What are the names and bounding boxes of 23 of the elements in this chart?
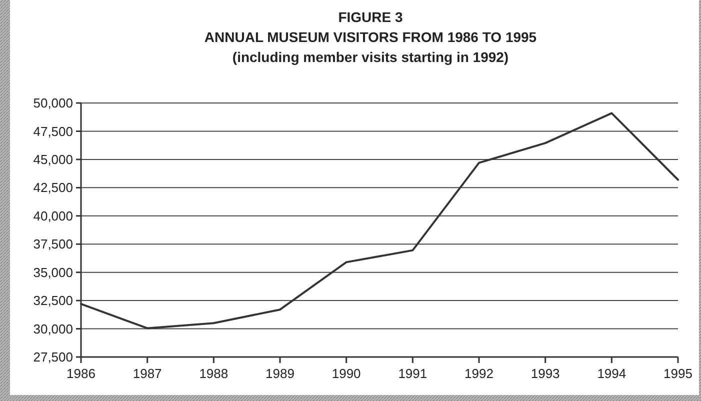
y-tick-label: 40,000 xyxy=(33,208,73,224)
y-tick-label: 35,000 xyxy=(33,264,73,280)
y-tick-label: 32,500 xyxy=(33,293,73,308)
x-tick-label: 1990 xyxy=(332,366,361,381)
x-tick-label: 1992 xyxy=(464,366,494,381)
chart-title: FIGURE 3 xyxy=(338,9,403,25)
y-tick-label: 37,500 xyxy=(33,236,73,252)
y-tick-label: 50,000 xyxy=(33,96,73,111)
chart-subtitle: ANNUAL MUSEUM VISITORS FROM 1986 TO 1995 xyxy=(204,29,537,45)
y-tick-label: 27,500 xyxy=(33,350,73,365)
y-tick-label: 47,500 xyxy=(33,124,73,139)
x-tick-label: 1988 xyxy=(199,366,228,381)
x-tick-label: 1991 xyxy=(398,366,428,381)
x-tick-label: 1995 xyxy=(664,366,692,381)
x-tick-label: 1994 xyxy=(597,366,626,381)
y-tick-label: 45,000 xyxy=(33,152,73,167)
x-tick-label: 1993 xyxy=(530,366,560,381)
y-tick-label: 30,000 xyxy=(33,321,73,336)
x-tick-label: 1986 xyxy=(66,366,96,381)
text: (including member visits starting in 1992) xyxy=(232,49,509,65)
x-tick-label: 1989 xyxy=(266,366,294,381)
y-tick-label: 42,500 xyxy=(33,180,73,196)
x-tick-label: 1987 xyxy=(132,366,162,381)
